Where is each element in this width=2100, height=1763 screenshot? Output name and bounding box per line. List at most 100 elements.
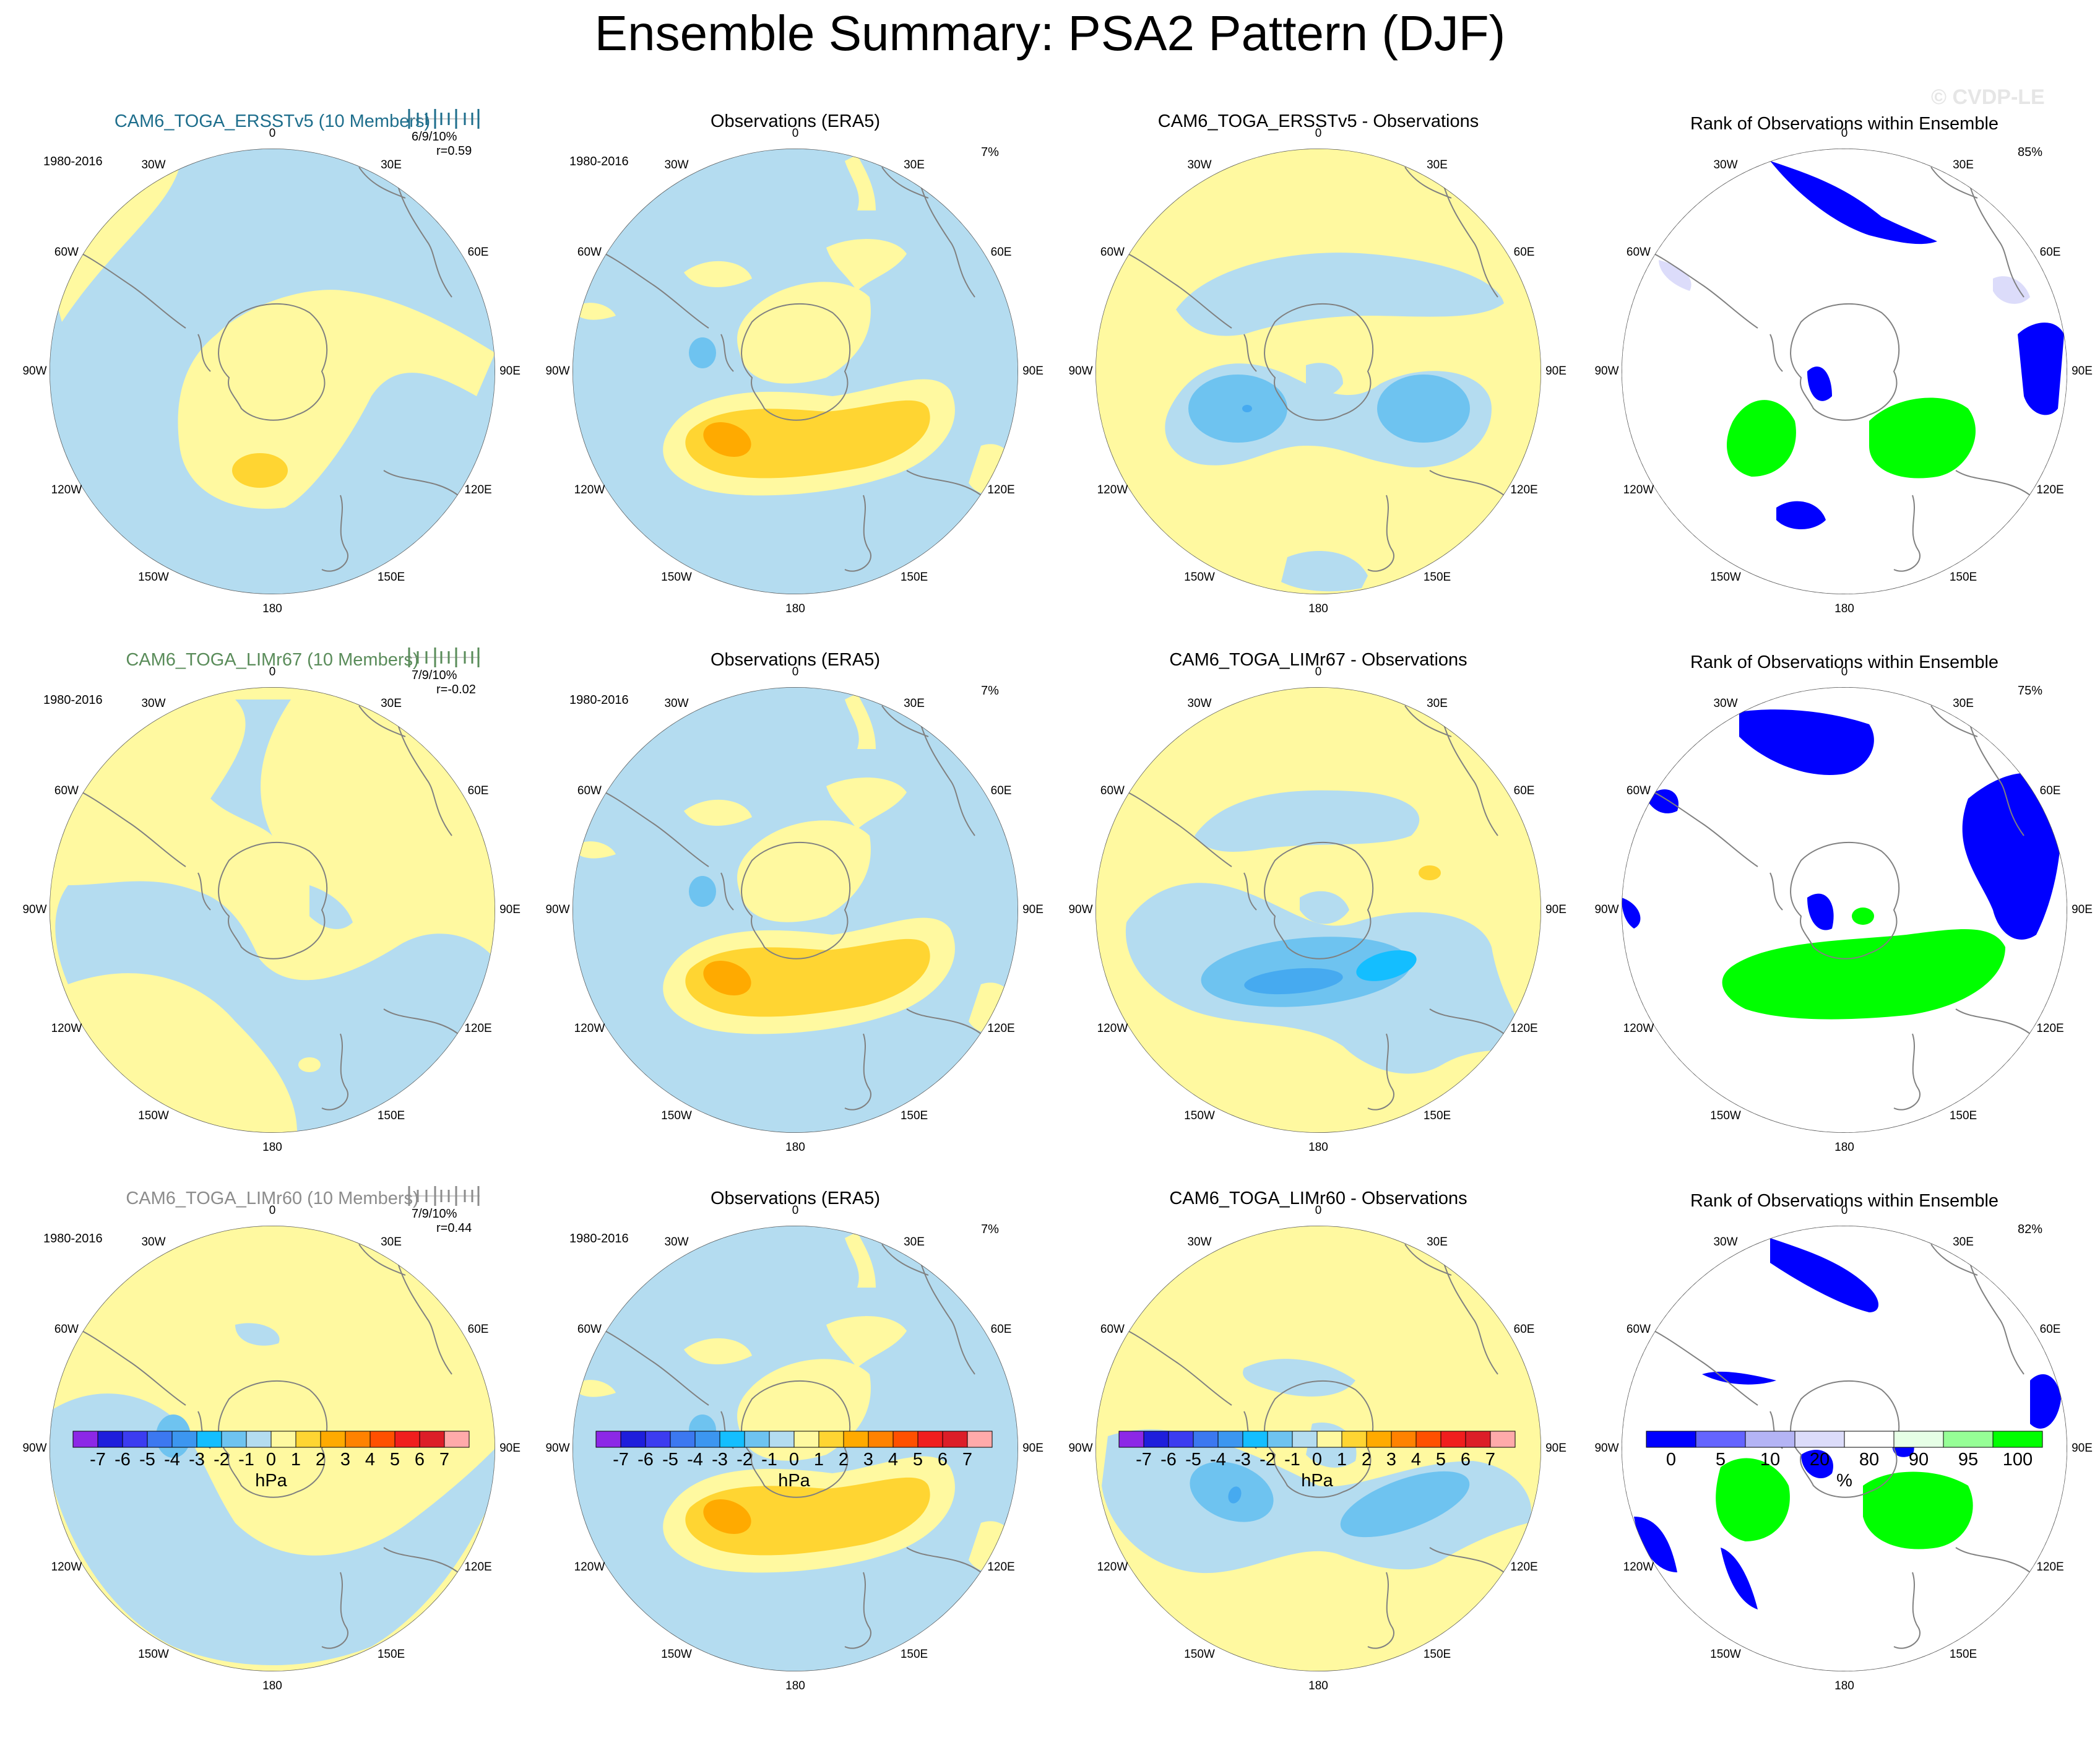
lon-label: 150E: [377, 1647, 405, 1661]
colorbar-hpa-3-tick: -2: [1260, 1450, 1276, 1470]
lon-label: 120W: [1097, 1561, 1128, 1574]
colorbar-hpa-1-tick: -4: [164, 1450, 180, 1470]
colorbar-hpa-1-tick: 1: [290, 1450, 301, 1470]
ensemble-stats: 7/9/10%: [412, 1207, 457, 1221]
lon-label: 60W: [1100, 1323, 1125, 1336]
lon-label: 30W: [141, 697, 166, 711]
obs-map-row-2: [573, 687, 1018, 1133]
lon-label: 150W: [1184, 1109, 1215, 1122]
lon-label: 90W: [545, 903, 570, 916]
lon-label: 30E: [1953, 158, 1974, 172]
colorbar-hpa-1-tick: -2: [214, 1450, 230, 1470]
lon-label: 90E: [499, 1442, 521, 1455]
rank-title: Rank of Observations within Ensemble: [1690, 1191, 1999, 1211]
lon-label: 150W: [1710, 1109, 1741, 1122]
lon-label: 0: [1841, 127, 1848, 140]
lon-label: 120W: [51, 483, 82, 496]
lon-label: 0: [269, 127, 276, 140]
ensemble-corr: r=-0.02: [436, 683, 476, 696]
lon-label: 120W: [51, 1561, 82, 1574]
colorbar-hpa-1-tick: 4: [365, 1450, 376, 1470]
colorbar-hpa-3-tick: 5: [1435, 1450, 1446, 1470]
rank-pct: 82%: [2018, 1223, 2043, 1236]
member-spread-ticks: [405, 648, 480, 667]
lon-label: 120W: [1623, 1561, 1654, 1574]
colorbar-hpa-3-tick: 3: [1386, 1450, 1397, 1470]
lon-label: 60E: [990, 784, 1012, 797]
lon-label: 90E: [2072, 903, 2093, 916]
lon-label: 60W: [577, 246, 602, 259]
colorbar-hpa-1-tick: 2: [315, 1450, 326, 1470]
colorbar-hpa-1-tick: 6: [414, 1450, 425, 1470]
colorbar-hpa-2-tick: -7: [613, 1450, 629, 1470]
lon-label: 90E: [1022, 903, 1044, 916]
lon-label: 120W: [1623, 483, 1654, 496]
ensemble-map-row-1: [50, 149, 495, 594]
lon-label: 120W: [1623, 1022, 1654, 1035]
lon-label: 120E: [1510, 1022, 1538, 1035]
lon-label: 120W: [51, 1022, 82, 1035]
lon-label: 60W: [577, 784, 602, 797]
colorbar-hpa-3-tick: -1: [1284, 1450, 1300, 1470]
ensemble-map-row-2: [50, 687, 495, 1133]
obs-map-row-3: [573, 1226, 1018, 1671]
lon-label: 30W: [1187, 158, 1212, 172]
colorbar-hpa-2-tick: 4: [888, 1450, 899, 1470]
lon-label: 180: [262, 602, 282, 615]
lon-label: 0: [1315, 665, 1322, 678]
ensemble-period: 1980-2016: [43, 693, 103, 707]
lon-label: 90E: [499, 365, 521, 378]
lon-label: 150E: [1949, 570, 1977, 584]
lon-label: 150E: [377, 570, 405, 584]
lon-label: 180: [1308, 602, 1328, 615]
colorbar-hpa-2-tick: -1: [761, 1450, 777, 1470]
lon-label: 180: [1308, 1141, 1328, 1154]
lon-label: 60E: [2039, 1323, 2061, 1336]
colorbar-rank-tick: 0: [1666, 1450, 1677, 1470]
colorbar-hpa-3-tick: -3: [1235, 1450, 1251, 1470]
lon-label: 90W: [22, 1442, 47, 1455]
lon-label: 90W: [1068, 365, 1093, 378]
lon-label: 120E: [2036, 483, 2064, 496]
member-spread-ticks: [405, 1186, 480, 1206]
rank-pct: 75%: [2018, 684, 2043, 698]
lon-label: 30E: [381, 158, 402, 172]
cvdp-watermark: © CVDP-LE: [1931, 85, 2045, 109]
lon-label: 90E: [1022, 1442, 1044, 1455]
colorbar-hpa-1-unit: hPa: [255, 1471, 287, 1491]
lon-label: 150W: [138, 570, 169, 584]
member-spread-ticks: [405, 109, 480, 129]
ensemble-title: CAM6_TOGA_LIMr60 (10 Members): [126, 1189, 419, 1208]
lon-label: 120E: [464, 1561, 492, 1574]
obs-title: Observations (ERA5): [711, 650, 880, 670]
lon-label: 150E: [377, 1109, 405, 1122]
lon-label: 30E: [1953, 697, 1974, 711]
lon-label: 120E: [987, 1561, 1015, 1574]
colorbar-hpa-1-tick: 5: [389, 1450, 400, 1470]
colorbar-hpa-2-tick: 5: [912, 1450, 923, 1470]
lon-label: 150W: [661, 570, 692, 584]
colorbar-rank-tick: 20: [1809, 1450, 1830, 1470]
lon-label: 180: [785, 602, 805, 615]
colorbar-hpa-1-tick: 3: [340, 1450, 351, 1470]
lon-label: 150E: [1949, 1647, 1977, 1661]
colorbar-rank-unit: %: [1836, 1471, 1852, 1491]
lon-label: 60E: [990, 1323, 1012, 1336]
lon-label: 30E: [904, 697, 925, 711]
lon-label: 150W: [1184, 1647, 1215, 1661]
lon-label: 60E: [1513, 246, 1535, 259]
lon-label: 30W: [1187, 1236, 1212, 1249]
lon-label: 90W: [22, 365, 47, 378]
page-title: Ensemble Summary: PSA2 Pattern (DJF): [594, 6, 1506, 61]
lon-label: 90W: [1068, 1442, 1093, 1455]
colorbar-hpa-1-tick: -5: [139, 1450, 155, 1470]
lon-label: 0: [269, 1204, 276, 1217]
lon-label: 90W: [1594, 365, 1619, 378]
colorbar-hpa-2-tick: -4: [687, 1450, 703, 1470]
lon-label: 180: [1834, 602, 1854, 615]
lon-label: 180: [1834, 1679, 1854, 1692]
lon-label: 30W: [141, 158, 166, 172]
obs-pct: 7%: [981, 1223, 999, 1236]
obs-map-row-1: [573, 149, 1018, 594]
colorbar-rank-tick: 100: [2002, 1450, 2033, 1470]
